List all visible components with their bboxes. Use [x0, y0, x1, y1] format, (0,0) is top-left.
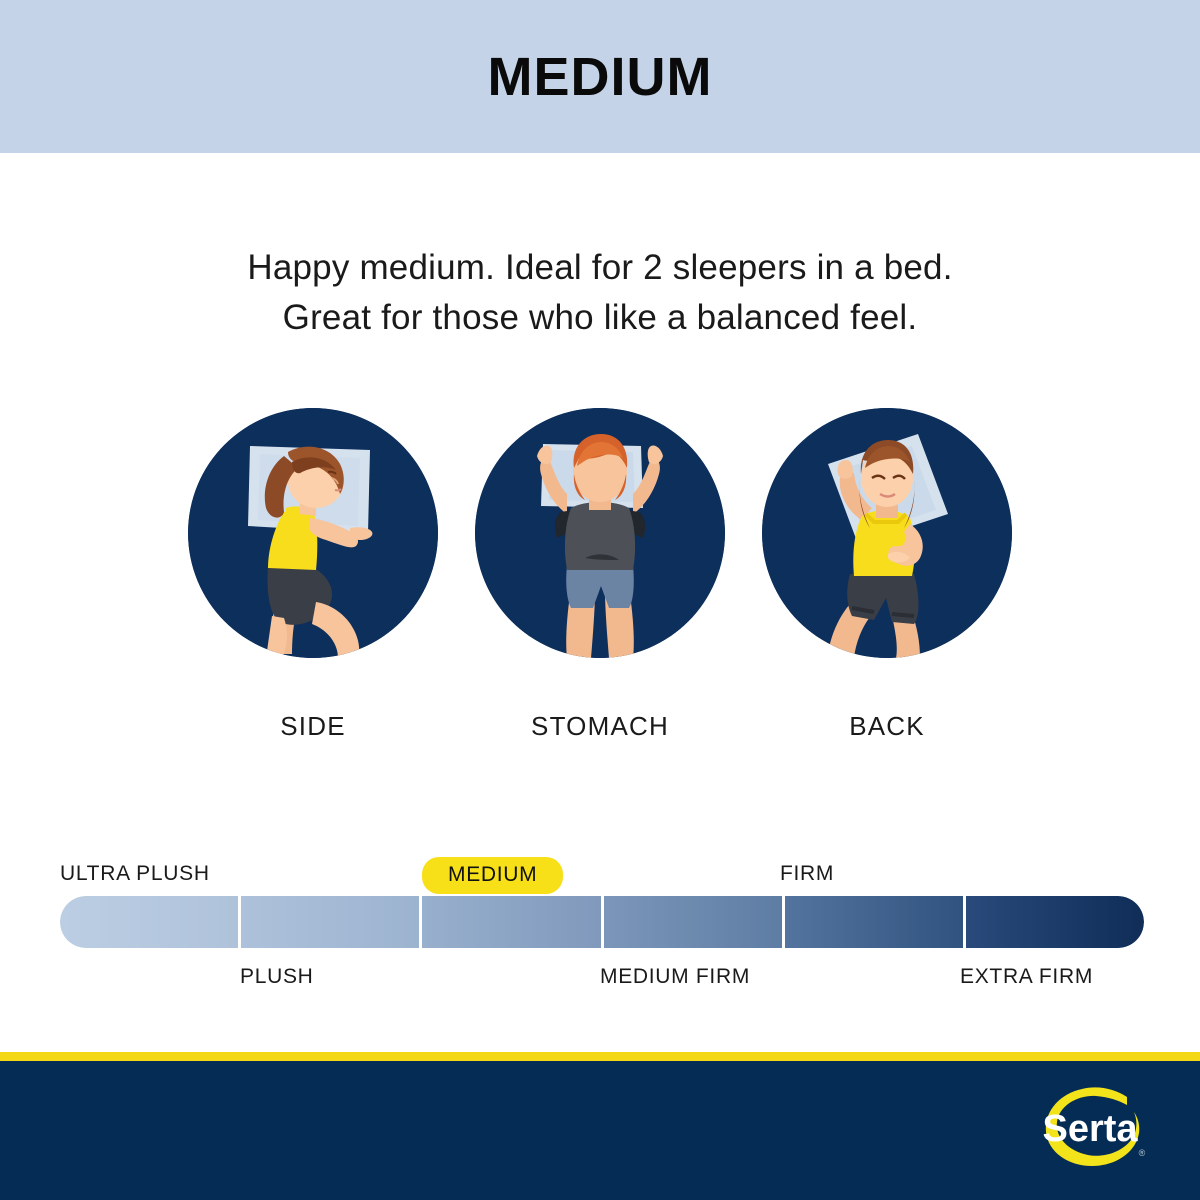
position-card-side: SIDE: [188, 408, 438, 742]
subtitle-line-1: Happy medium. Ideal for 2 sleepers in a …: [247, 248, 953, 287]
back-sleeper-icon: [762, 408, 1012, 658]
firmness-label-extra-firm: EXTRA FIRM: [960, 965, 1094, 988]
sleep-positions-row: SIDE: [0, 408, 1200, 742]
subtitle-block: Happy medium. Ideal for 2 sleepers in a …: [0, 243, 1200, 343]
firmness-segment-medium[interactable]: [422, 896, 601, 948]
side-sleeper-icon: [188, 408, 438, 658]
subtitle-line-2: Great for those who like a balanced feel…: [282, 298, 918, 337]
position-label-side: SIDE: [280, 711, 346, 741]
firmness-label-firm: FIRM: [780, 862, 835, 885]
page-title: MEDIUM: [487, 46, 713, 107]
firmness-segment-plush[interactable]: [241, 896, 420, 948]
serta-logo[interactable]: Serta ®: [1032, 1078, 1158, 1182]
firmness-label-medium-firm: MEDIUM FIRM: [600, 965, 751, 988]
firmness-label-ultra-plush: ULTRA PLUSH: [60, 862, 210, 885]
firmness-labels-top: ULTRA PLUSH MEDIUM FIRM: [60, 857, 1144, 896]
position-card-back: BACK: [762, 408, 1012, 742]
firmness-segment-medium-firm[interactable]: [603, 896, 782, 948]
registered-trademark-icon: ®: [1139, 1148, 1146, 1158]
footer-bar: [0, 1061, 1200, 1200]
firmness-labels-bottom: PLUSH MEDIUM FIRM EXTRA FIRM: [60, 965, 1144, 999]
position-card-stomach: STOMACH: [475, 408, 725, 742]
footer-accent-stripe: [0, 1052, 1200, 1061]
position-label-back: BACK: [849, 711, 925, 741]
firmness-segment-extra-firm[interactable]: [965, 896, 1144, 948]
firmness-segment-firm[interactable]: [784, 896, 963, 948]
firmness-label-plush: PLUSH: [240, 965, 314, 988]
firmness-segment-ultra-plush[interactable]: [60, 896, 239, 948]
stomach-sleeper-icon: [475, 408, 725, 658]
serta-wordmark: Serta: [1042, 1108, 1138, 1150]
header-banner: MEDIUM: [0, 0, 1200, 153]
position-label-stomach: STOMACH: [531, 711, 669, 741]
firmness-scale: ULTRA PLUSH MEDIUM FIRM PLUSH MEDIUM FIR…: [60, 857, 1144, 999]
firmness-label-medium-selected[interactable]: MEDIUM: [422, 857, 564, 894]
firmness-bar[interactable]: [60, 896, 1144, 948]
